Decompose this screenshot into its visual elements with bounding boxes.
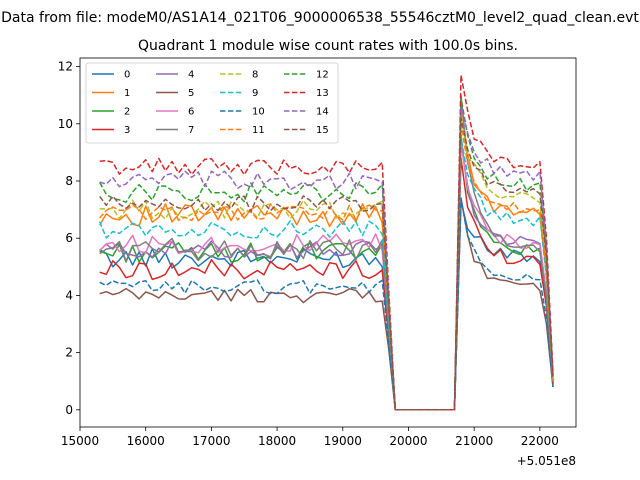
series-line-5	[99, 197, 554, 411]
x-tick-label: 19000	[324, 434, 362, 448]
y-tick-label: 8	[65, 174, 73, 188]
series-line-9	[99, 137, 554, 411]
legend-label-2: 2	[124, 107, 130, 118]
x-tick-label: 18000	[258, 434, 296, 448]
x-offset-label: +5.051e8	[517, 454, 576, 468]
x-tick-label: 16000	[127, 434, 165, 448]
legend-label-8: 8	[252, 70, 258, 81]
y-tick-label: 6	[65, 231, 73, 245]
legend-label-5: 5	[188, 88, 194, 99]
series-line-11	[99, 123, 554, 411]
axes-frame	[79, 57, 577, 428]
series-line-7	[99, 94, 554, 411]
legend-label-13: 13	[316, 88, 329, 99]
y-tick-label: 10	[58, 117, 73, 131]
x-tick-label: 20000	[389, 434, 427, 448]
y-axis: 0 2 4 6 8 10 12	[58, 60, 80, 417]
x-tick-label: 15000	[61, 434, 99, 448]
series-line-12	[99, 97, 554, 411]
legend-label-12: 12	[316, 70, 329, 81]
legend-label-15: 15	[316, 125, 329, 136]
series-line-15	[99, 117, 554, 411]
series-line-8	[99, 111, 554, 411]
series-line-6	[99, 140, 554, 411]
legend-label-4: 4	[188, 70, 194, 81]
x-tick-label: 22000	[521, 434, 559, 448]
x-tick-label: 17000	[192, 434, 230, 448]
y-tick-label: 12	[58, 60, 73, 74]
legend-label-9: 9	[252, 88, 258, 99]
series-line-3	[99, 157, 554, 411]
y-tick-label: 2	[65, 346, 73, 360]
x-tick-label: 21000	[455, 434, 493, 448]
series-line-14	[99, 105, 554, 411]
axes-title: Quadrant 1 module wise count rates with …	[138, 38, 518, 54]
legend-label-7: 7	[188, 125, 194, 136]
legend-label-3: 3	[124, 125, 130, 136]
legend-label-14: 14	[316, 107, 329, 118]
y-tick-label: 4	[65, 288, 73, 302]
figure-suptitle: Data from file: modeM0/AS1A14_021T06_900…	[1, 10, 639, 26]
series-line-13	[99, 74, 554, 411]
y-tick-label: 0	[65, 403, 73, 417]
legend-label-11: 11	[252, 125, 265, 136]
x-axis: 15000 16000 17000 18000 19000 20000 21000 22000	[61, 427, 559, 448]
legend-box	[85, 62, 339, 144]
legend-label-6: 6	[188, 107, 194, 118]
series-line-0	[99, 200, 554, 411]
legend-label-0: 0	[124, 70, 130, 81]
legend-label-1: 1	[124, 88, 130, 99]
series-layer	[99, 74, 554, 411]
legend-label-10: 10	[252, 107, 265, 118]
